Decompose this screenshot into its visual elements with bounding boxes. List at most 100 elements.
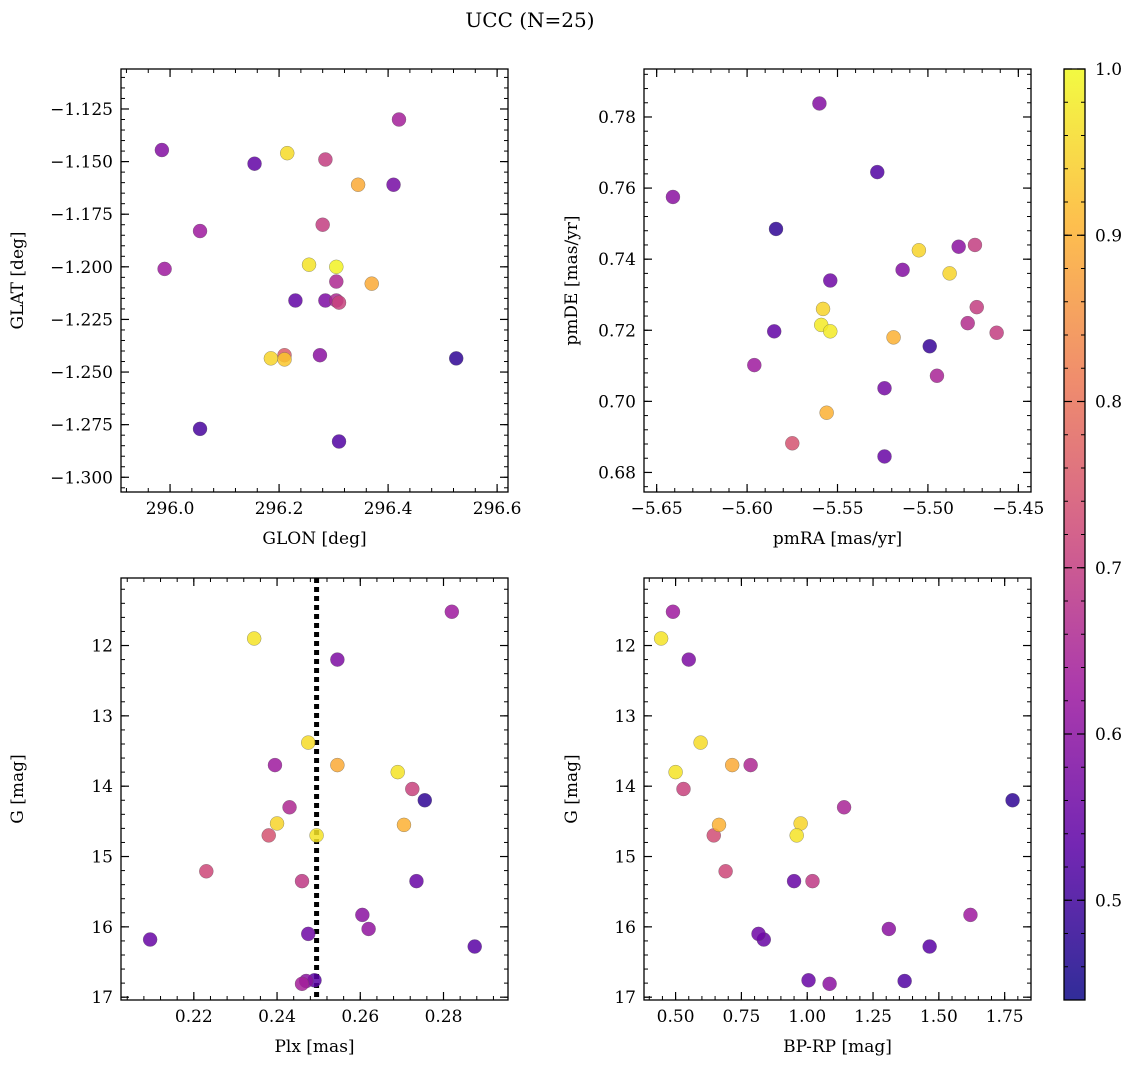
scatter-point xyxy=(653,631,669,646)
scatter-point xyxy=(199,864,214,879)
scatter-point xyxy=(301,926,316,942)
scatter-point xyxy=(309,828,324,843)
x-tick-label: −5.65 xyxy=(631,499,683,519)
scatter-point xyxy=(929,368,945,384)
plot-frame xyxy=(643,577,1032,1001)
scatter-point xyxy=(877,380,892,396)
scatter-point xyxy=(267,757,283,773)
panel-glon-glat: 296.0 296.2 296.4 296.6 −1.300 −1.275 −1.250 −1… xyxy=(8,68,522,549)
scatter-point xyxy=(269,816,285,831)
scatter-point xyxy=(665,604,681,620)
scatter-point xyxy=(444,604,460,620)
scatter-point xyxy=(301,735,316,750)
y-tick-label: 16 xyxy=(614,918,636,938)
scatter-point xyxy=(329,259,344,275)
x-tick-label: −5.55 xyxy=(811,499,863,519)
y-tick-label: −1.300 xyxy=(50,468,113,488)
scatter-point xyxy=(805,873,820,889)
scatter-point xyxy=(396,817,412,833)
scatter-point xyxy=(279,145,295,161)
y-tick-label: −1.200 xyxy=(50,258,113,278)
x-tick-label: 0.26 xyxy=(341,1007,379,1027)
scatter-point xyxy=(154,142,170,158)
x-tick-label: 1.25 xyxy=(854,1007,892,1027)
scatter-point xyxy=(331,434,347,449)
scatter-point xyxy=(448,351,464,366)
colorbar-gradient xyxy=(1064,69,1085,1000)
scatter-point xyxy=(836,800,852,815)
scatter-point xyxy=(895,262,910,278)
scatter-point xyxy=(318,152,333,167)
y-tick-label: −1.150 xyxy=(50,153,113,173)
scatter-point xyxy=(665,189,681,205)
y-tick-label: −1.250 xyxy=(50,363,113,383)
y-tick-label: 0.72 xyxy=(598,321,636,341)
colorbar: 0.5 0.6 0.7 0.8 0.9 1.0 xyxy=(1063,60,1122,1001)
y-axis-label: GLAT [deg] xyxy=(8,231,28,329)
scatter-point xyxy=(301,257,317,272)
scatter-point xyxy=(877,449,892,464)
y-tick-label: −1.225 xyxy=(50,310,113,330)
x-tick-label: 296.2 xyxy=(255,499,304,519)
scatter-point xyxy=(247,156,262,171)
scatter-point xyxy=(942,266,957,281)
scatter-point xyxy=(724,757,740,773)
y-tick-label: 12 xyxy=(614,637,636,657)
scatter-point xyxy=(467,939,482,954)
scatter-point xyxy=(911,243,927,258)
scatter-point xyxy=(246,631,262,646)
y-tick-label: 15 xyxy=(91,848,113,868)
scatter-point xyxy=(294,873,310,889)
x-tick-label: 0.50 xyxy=(657,1007,695,1027)
y-tick-label: 0.74 xyxy=(598,250,636,270)
scatter-point xyxy=(405,781,420,797)
scatter-point xyxy=(294,976,310,992)
y-tick-label: 14 xyxy=(91,777,113,797)
x-axis-label: GLON [deg] xyxy=(262,529,366,549)
plot-frame xyxy=(120,68,509,493)
scatter-point xyxy=(815,301,831,317)
scatter-point xyxy=(711,817,727,833)
scatter-point xyxy=(789,828,804,843)
scatter-point xyxy=(785,436,800,451)
scatter-point xyxy=(922,939,937,954)
x-tick-label: 0.28 xyxy=(425,1007,463,1027)
scatter-point xyxy=(819,405,834,420)
x-tick-label: −5.50 xyxy=(902,499,954,519)
y-tick-label: 0.70 xyxy=(598,392,636,412)
scatter-point xyxy=(823,324,838,339)
scatter-point xyxy=(747,357,762,373)
x-tick-label: 1.00 xyxy=(788,1007,826,1027)
scatter-point xyxy=(391,112,407,127)
y-tick-label: 0.78 xyxy=(598,108,636,128)
scatter-point xyxy=(693,735,708,750)
scatter-point xyxy=(361,921,376,937)
scatter-point xyxy=(386,177,401,192)
scatter-point xyxy=(330,757,345,773)
scatter-point xyxy=(330,652,345,667)
colorbar-tick-label: 0.5 xyxy=(1095,891,1122,911)
y-axis-label: G [mag] xyxy=(562,754,582,823)
x-tick-label: −5.60 xyxy=(721,499,773,519)
scatter-point xyxy=(951,239,966,254)
scatter-point xyxy=(142,932,158,947)
y-tick-label: 0.76 xyxy=(598,179,636,199)
y-tick-label: 13 xyxy=(614,707,636,727)
y-tick-label: 14 xyxy=(614,777,636,797)
panel-cmd: 0.50 0.75 1.00 1.25 1.50 1.75 12 13 14 15 16 17 BP-R… xyxy=(562,577,1032,1057)
x-axis-label: pmRA [mas/yr] xyxy=(773,529,902,549)
y-tick-label: 17 xyxy=(91,988,113,1008)
scatter-point xyxy=(409,873,424,889)
x-tick-label: 296.6 xyxy=(473,499,522,519)
scatter-point xyxy=(312,347,328,363)
y-tick-label: 12 xyxy=(91,637,113,657)
scatter-point xyxy=(922,339,937,354)
y-axis-label: pmDE [mas/yr] xyxy=(562,215,582,345)
colorbar-tick-label: 0.6 xyxy=(1095,725,1122,745)
y-tick-label: 17 xyxy=(614,988,636,1008)
scatter-point xyxy=(822,976,837,992)
scatter-point xyxy=(1005,793,1020,808)
scatter-point xyxy=(960,315,975,331)
colorbar-tick-label: 0.7 xyxy=(1095,559,1122,579)
x-tick-label: 1.50 xyxy=(920,1007,958,1027)
